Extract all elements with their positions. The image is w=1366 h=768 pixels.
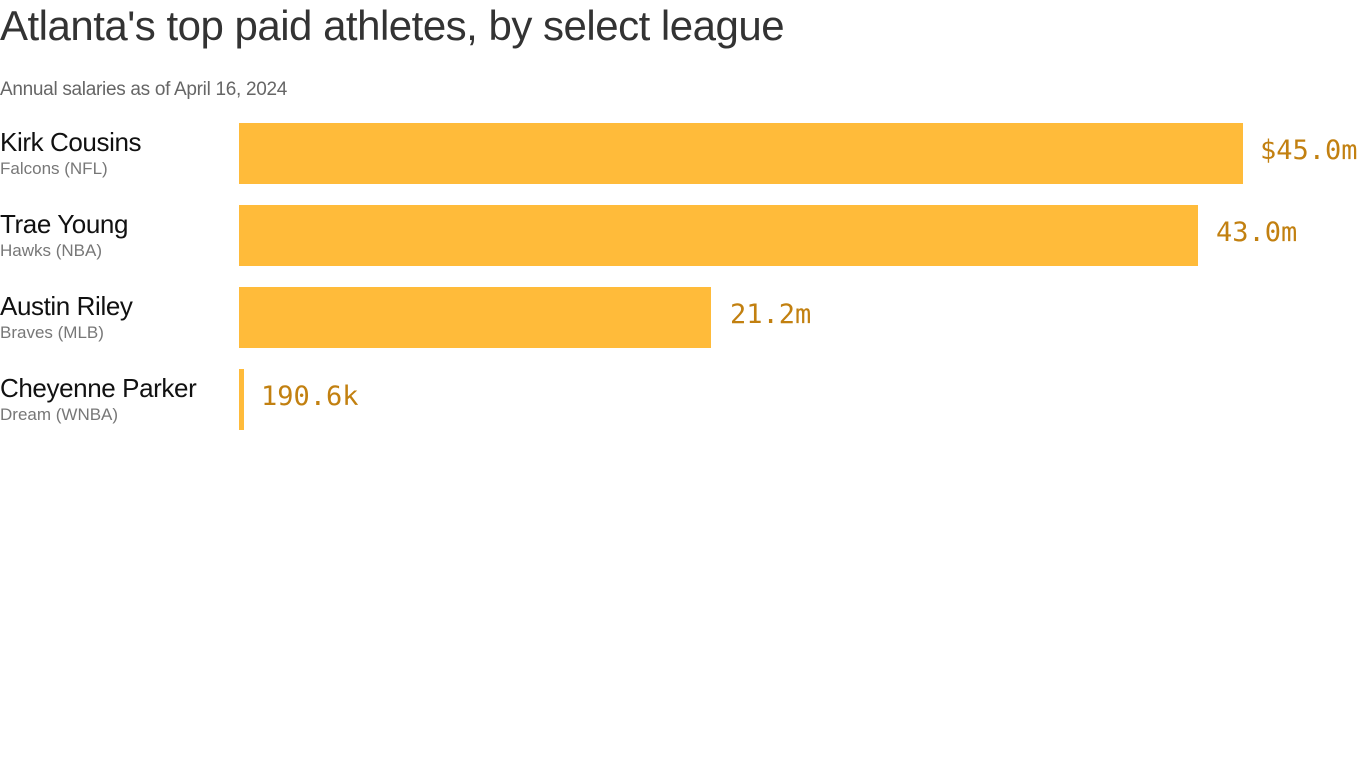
athlete-team: Falcons (NFL): [0, 159, 108, 178]
salary-bar: [239, 369, 244, 430]
salary-value: $45.0m: [1260, 135, 1358, 166]
athlete-team: Dream (WNBA): [0, 405, 119, 424]
athlete-name: Kirk Cousins: [0, 127, 142, 157]
bar-row: Kirk Cousins Falcons (NFL) $45.0m: [0, 123, 1366, 185]
athlete-name: Trae Young: [0, 209, 129, 239]
salary-value: 190.6k: [261, 381, 359, 412]
salary-value: 43.0m: [1216, 217, 1298, 248]
athlete-team: Hawks (NBA): [0, 241, 103, 260]
chart-title: Atlanta's top paid athletes, by select l…: [0, 2, 785, 49]
athlete-team: Braves (MLB): [0, 323, 104, 342]
athlete-name: Austin Riley: [0, 291, 133, 321]
salary-bar: [239, 287, 711, 348]
salary-value: 21.2m: [730, 299, 812, 330]
bar-row: Cheyenne Parker Dream (WNBA) 190.6k: [0, 369, 1366, 431]
salary-bar: [239, 123, 1243, 184]
salary-bar: [239, 205, 1198, 266]
bar-row: Trae Young Hawks (NBA) 43.0m: [0, 205, 1366, 267]
athlete-name: Cheyenne Parker: [0, 373, 197, 403]
bar-row: Austin Riley Braves (MLB) 21.2m: [0, 287, 1366, 349]
chart-subtitle: Annual salaries as of April 16, 2024: [0, 79, 288, 100]
